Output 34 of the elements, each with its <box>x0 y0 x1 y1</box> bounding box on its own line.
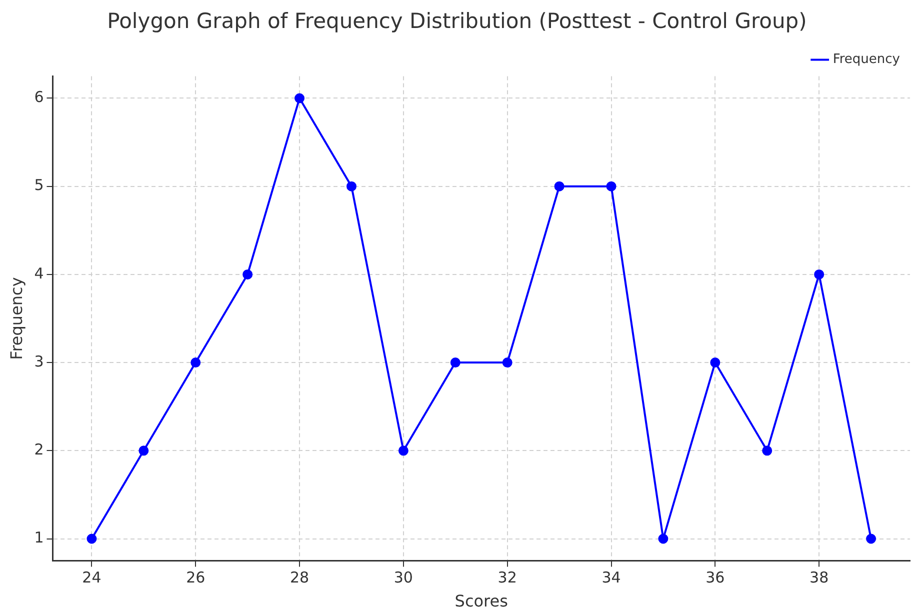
y-tick-label: 4 <box>34 264 44 282</box>
point <box>398 446 408 456</box>
y-tick-label: 3 <box>34 352 44 370</box>
point <box>502 358 512 368</box>
point <box>606 181 616 192</box>
point <box>242 269 253 280</box>
x-tick-label: 36 <box>706 568 725 587</box>
point <box>138 446 149 456</box>
point <box>866 534 876 544</box>
y-tick-label: 6 <box>34 88 44 106</box>
x-tick-label: 30 <box>394 568 413 587</box>
point <box>190 358 201 368</box>
point <box>86 534 97 544</box>
point <box>346 181 356 192</box>
x-tick-label: 38 <box>810 568 829 587</box>
x-axis-title: Scores <box>454 592 508 611</box>
x-tick-label: 24 <box>82 568 102 587</box>
legend-label: Frequency <box>832 52 900 68</box>
y-axis-title: Frequency <box>6 277 26 360</box>
y-tick-label: 5 <box>34 176 44 194</box>
y-tick-label: 1 <box>34 528 44 547</box>
x-tick-label: 34 <box>602 568 621 587</box>
chart-title: Polygon Graph of Frequency Distribution (Posttest - Control Group) <box>107 9 807 34</box>
point <box>710 358 720 368</box>
x-tick-label: 28 <box>290 568 310 587</box>
y-tick-label: 2 <box>34 440 44 459</box>
point <box>658 534 668 544</box>
x-tick-label: 26 <box>186 568 206 587</box>
point <box>814 269 824 280</box>
point <box>762 446 772 456</box>
x-tick-label: 32 <box>498 568 517 587</box>
point <box>294 93 305 104</box>
point <box>450 358 460 368</box>
point <box>554 181 564 192</box>
